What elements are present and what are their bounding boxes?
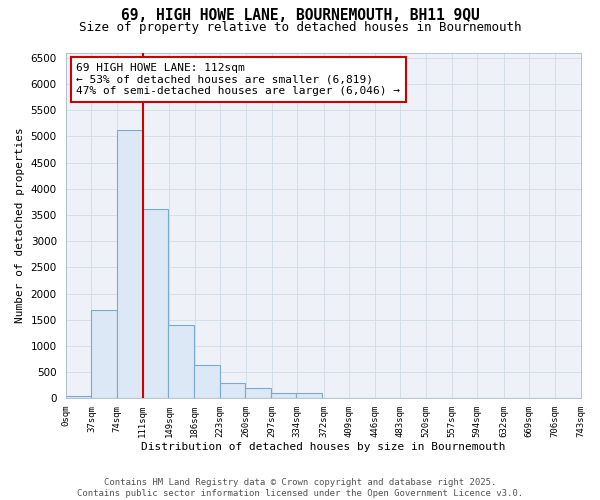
Bar bbox=[220, 382, 245, 398]
Bar bbox=[271, 392, 296, 398]
Bar bbox=[194, 365, 220, 398]
Text: Size of property relative to detached houses in Bournemouth: Size of property relative to detached ho… bbox=[79, 21, 521, 34]
Text: 69 HIGH HOWE LANE: 112sqm
← 53% of detached houses are smaller (6,819)
47% of se: 69 HIGH HOWE LANE: 112sqm ← 53% of detac… bbox=[76, 63, 400, 96]
Text: Contains HM Land Registry data © Crown copyright and database right 2025.
Contai: Contains HM Land Registry data © Crown c… bbox=[77, 478, 523, 498]
Bar bbox=[296, 393, 322, 398]
Bar bbox=[245, 388, 271, 398]
Bar bbox=[117, 130, 143, 398]
Bar bbox=[143, 208, 169, 398]
Bar bbox=[91, 310, 117, 398]
Y-axis label: Number of detached properties: Number of detached properties bbox=[15, 128, 25, 324]
Bar bbox=[66, 396, 91, 398]
Bar bbox=[169, 325, 194, 398]
Text: 69, HIGH HOWE LANE, BOURNEMOUTH, BH11 9QU: 69, HIGH HOWE LANE, BOURNEMOUTH, BH11 9Q… bbox=[121, 8, 479, 22]
X-axis label: Distribution of detached houses by size in Bournemouth: Distribution of detached houses by size … bbox=[141, 442, 505, 452]
